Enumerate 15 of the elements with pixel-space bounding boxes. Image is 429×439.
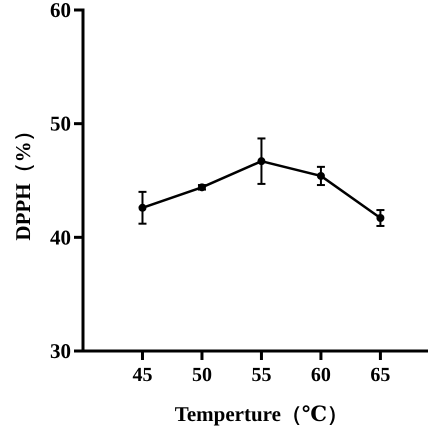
x-tick-label: 60 xyxy=(310,364,331,386)
y-tick-label: 50 xyxy=(50,112,71,136)
x-tick-label: 50 xyxy=(192,364,212,386)
y-tick-label: 40 xyxy=(50,225,71,250)
x-tick-label: 65 xyxy=(370,364,390,386)
y-tick-label: 30 xyxy=(50,339,71,363)
y-tick-label: 60 xyxy=(50,0,71,22)
point xyxy=(138,204,146,212)
y-axis-title: DPPH（%） xyxy=(11,120,35,241)
point xyxy=(376,214,384,222)
x-tick-label: 45 xyxy=(132,364,152,386)
x-tick-label: 55 xyxy=(251,364,272,386)
point xyxy=(316,172,325,180)
point xyxy=(257,157,266,166)
x-axis-title: Temperture（℃） xyxy=(174,402,348,426)
